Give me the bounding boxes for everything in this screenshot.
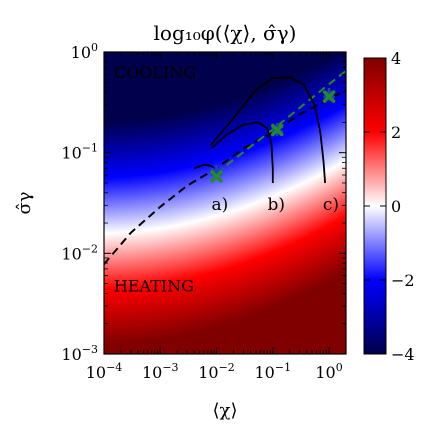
region-labels: COOLING HEATING: [114, 63, 196, 295]
x-tick-label: 10−2: [198, 361, 235, 382]
region-label-cooling: COOLING: [114, 63, 196, 82]
x-axis: 10−4 10−3 10−2 10−1 100: [86, 52, 343, 382]
curve-1: [210, 121, 274, 183]
colorbar: 4 2 0 −2 −4: [363, 49, 415, 364]
y-tick-label: 10−3: [61, 343, 98, 364]
chart-title: log₁₀φ(⟨χ⟩, σ̂γ): [154, 21, 297, 45]
plot-area: [103, 51, 347, 355]
y-axis: 10−3 10−2 10−1 100: [61, 41, 346, 364]
y-tick-label: 10−1: [61, 142, 98, 163]
colorbar-tick-label: −4: [391, 345, 415, 364]
marker-x-3: [271, 123, 284, 137]
curve-label-2: c): [323, 195, 339, 215]
fit-line: [215, 70, 346, 174]
plot-frame: [103, 51, 347, 355]
x-tick-label: 10−1: [255, 361, 292, 382]
region-label-heating: HEATING: [114, 276, 194, 295]
marker-x-5: [322, 90, 336, 103]
y-tick-label: 10−2: [61, 242, 98, 263]
colorbar-tick-label: 0: [391, 197, 401, 216]
x-tick-label: 10−4: [86, 361, 123, 382]
y-tick-label: 100: [71, 41, 98, 62]
x-tick-label: 10−3: [142, 361, 179, 382]
x-axis-label: ⟨χ⟩: [213, 400, 238, 421]
colorbar-tick-label: −2: [391, 271, 415, 290]
colorbar-tick-label: 4: [391, 49, 401, 68]
marker-x-1: [210, 170, 223, 183]
curve-label-1: b): [267, 195, 285, 215]
heatmap: [104, 52, 346, 354]
curve-2: [210, 76, 326, 184]
colorbar-ticks: 4 2 0 −2 −4: [364, 49, 415, 364]
curve-label-0: a): [212, 195, 229, 215]
y-axis-label: σ̂γ: [14, 191, 35, 214]
curve-labels: a) b) c): [212, 195, 339, 215]
colorbar-tick-label: 2: [391, 123, 401, 142]
x-tick-label: 100: [315, 361, 342, 382]
plot-overlays: [104, 70, 346, 265]
